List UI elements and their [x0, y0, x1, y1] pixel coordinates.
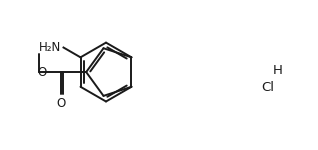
Text: O: O: [56, 97, 65, 110]
Text: H: H: [273, 64, 283, 77]
Text: O: O: [37, 66, 46, 79]
Text: H₂N: H₂N: [39, 41, 62, 54]
Text: Cl: Cl: [261, 81, 274, 94]
